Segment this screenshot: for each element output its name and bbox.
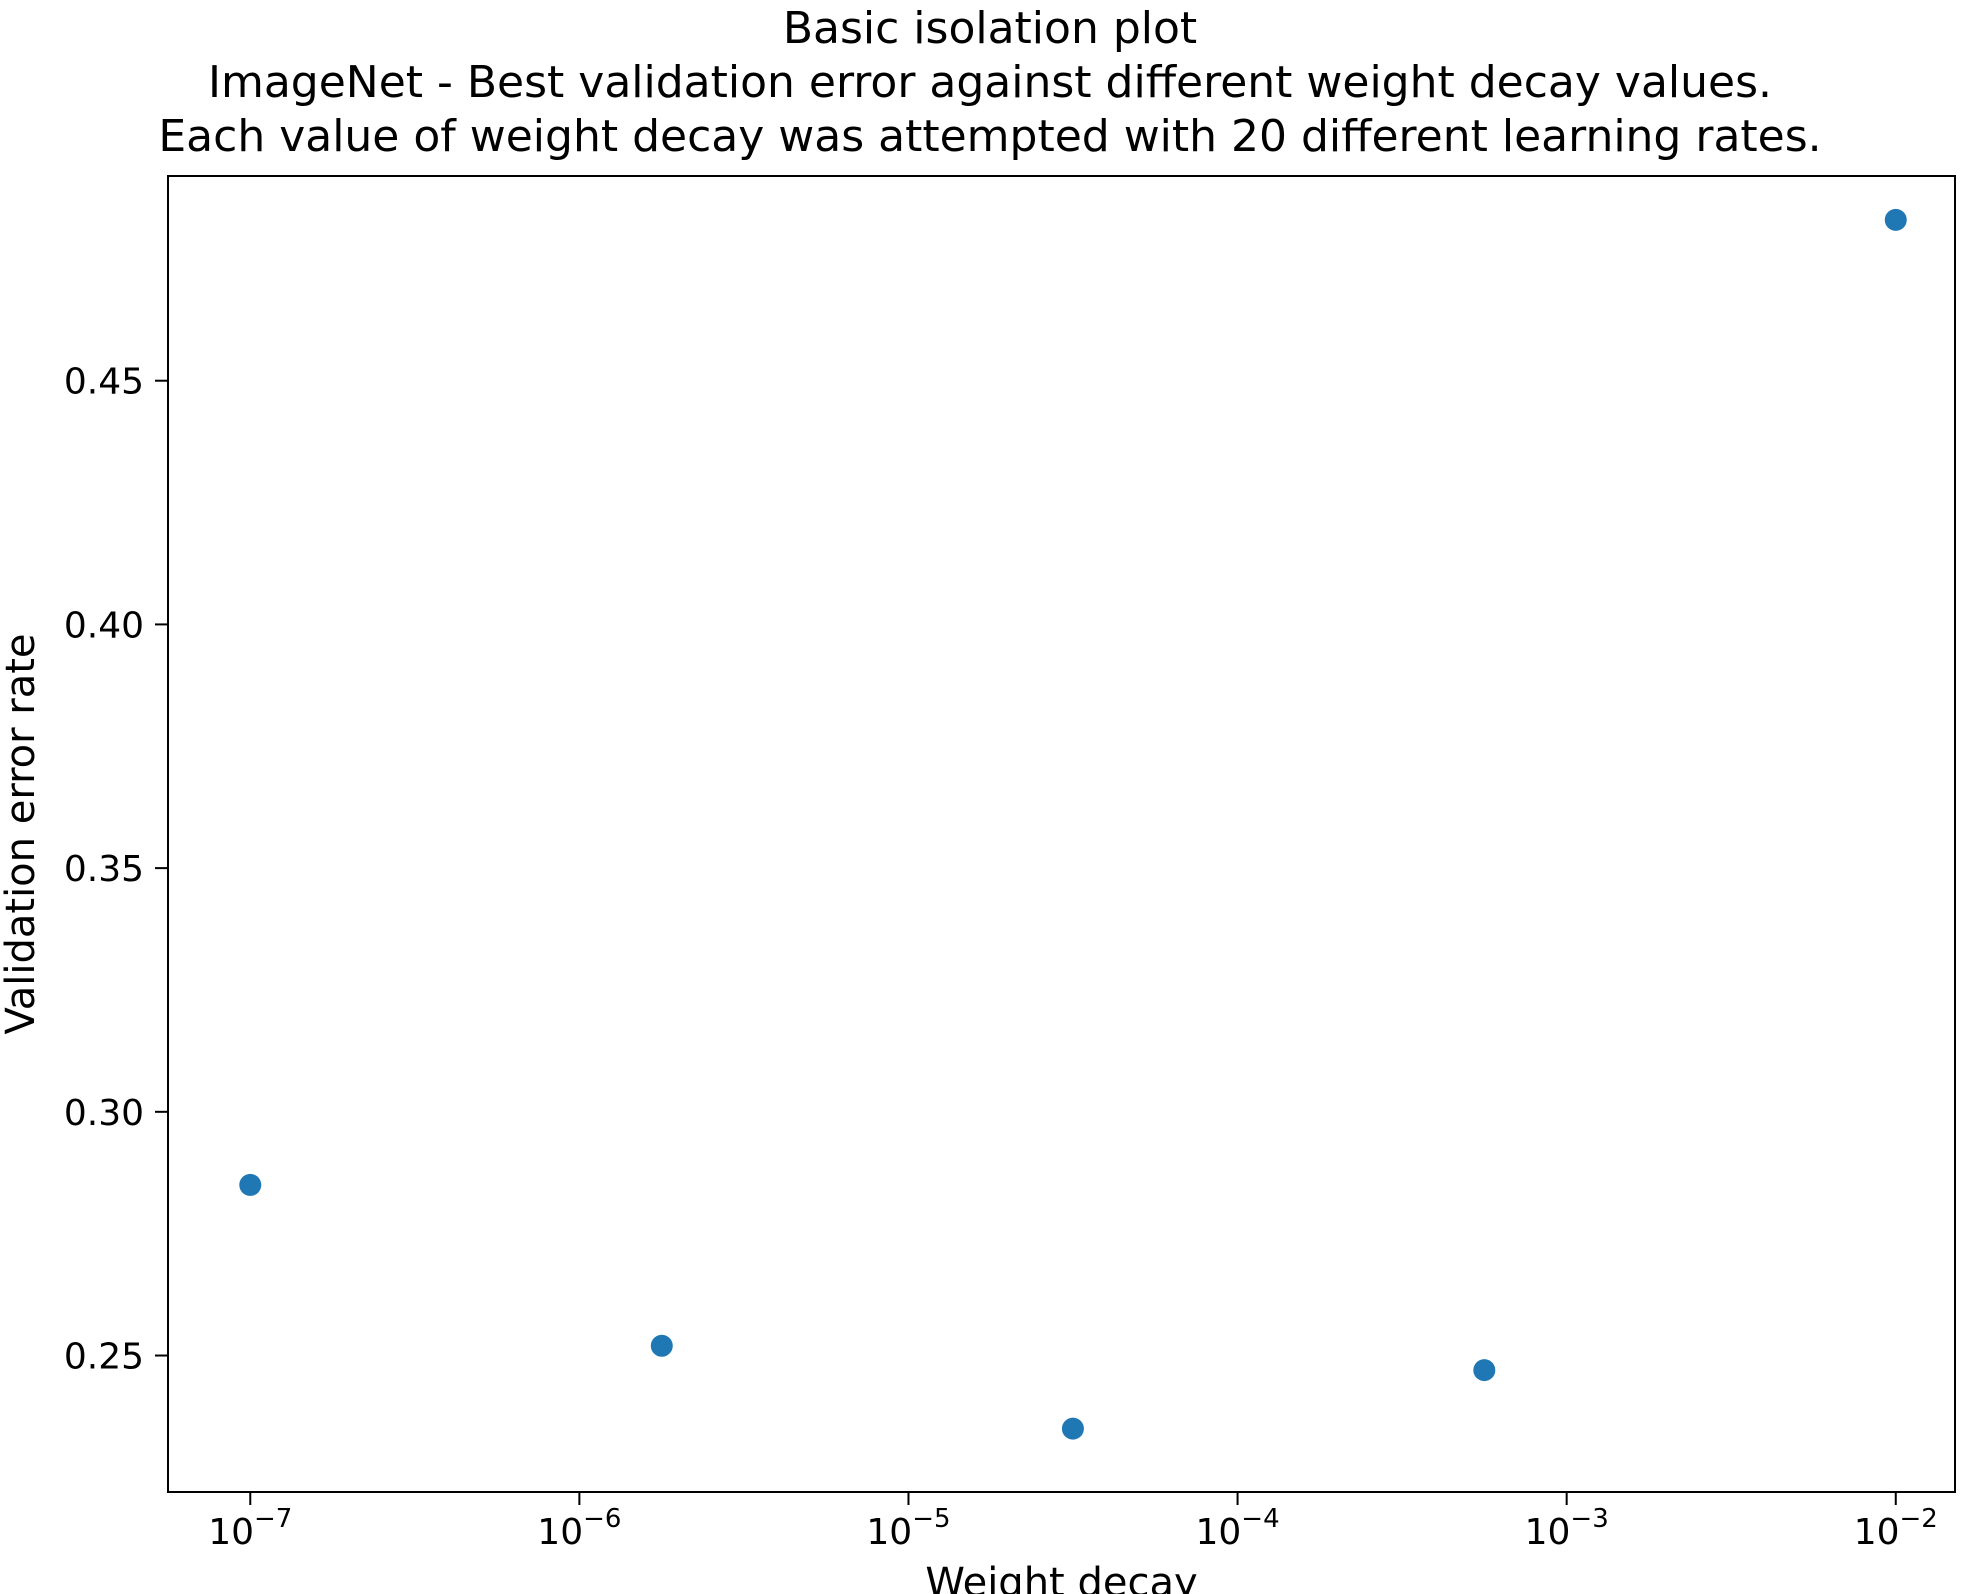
chart-title-line-3: Each value of weight decay was attempted… — [158, 111, 1822, 162]
x-axis-label: Weight decay — [925, 1560, 1197, 1594]
plot-border — [167, 175, 1956, 1493]
x-tick-label: 10−4 — [1195, 1504, 1279, 1553]
y-tick-label: 0.40 — [64, 605, 144, 646]
data-point — [1061, 1417, 1084, 1440]
data-point — [239, 1173, 262, 1196]
chart-title: Basic isolation plot ImageNet - Best val… — [0, 2, 1980, 164]
y-tick-label: 0.30 — [64, 1093, 144, 1134]
data-point — [650, 1334, 673, 1357]
y-tick-label: 0.45 — [64, 362, 144, 403]
x-tick-label: 10−3 — [1525, 1504, 1609, 1553]
x-tick-label: 10−7 — [208, 1504, 292, 1553]
x-tick-label: 10−5 — [866, 1504, 950, 1553]
data-point — [1473, 1359, 1496, 1382]
chart-title-line-1: Basic isolation plot — [782, 3, 1198, 54]
y-tick-label: 0.35 — [64, 849, 144, 890]
x-tick-label: 10−6 — [537, 1504, 621, 1553]
y-axis-label: Validation error rate — [0, 633, 44, 1034]
chart-title-line-2: ImageNet - Best validation error against… — [207, 57, 1773, 108]
y-tick-label: 0.25 — [64, 1337, 144, 1378]
x-tick-label: 10−2 — [1854, 1504, 1938, 1553]
data-point — [1884, 208, 1907, 231]
